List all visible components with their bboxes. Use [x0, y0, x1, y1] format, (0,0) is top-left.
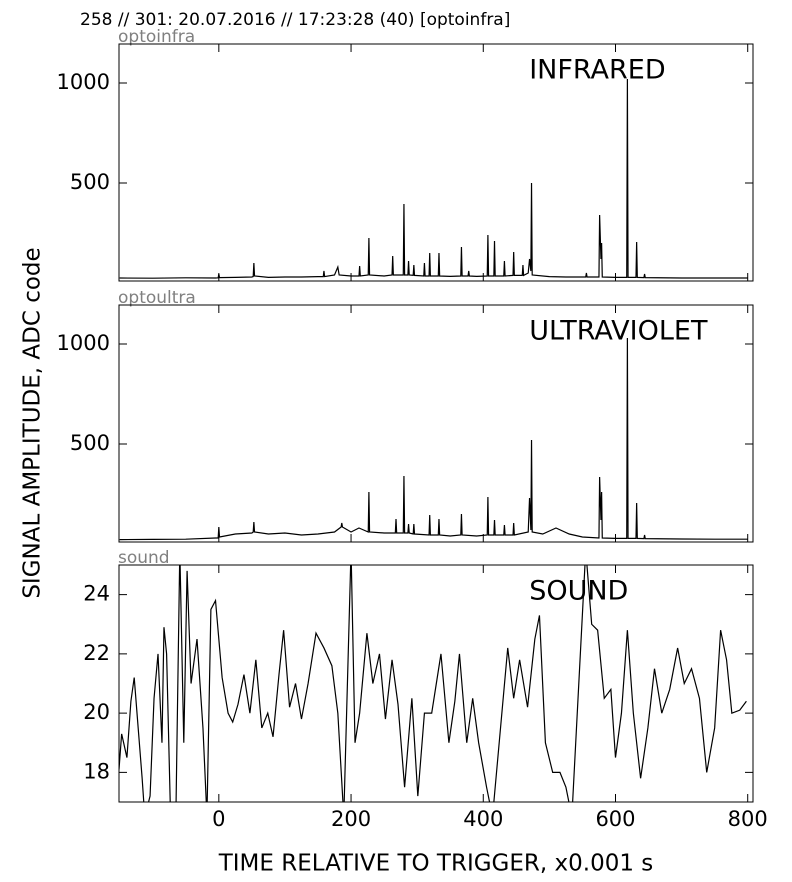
signal-line: [119, 78, 748, 279]
x-tick-label: 800: [728, 807, 768, 831]
panel-annotation: SOUND: [529, 576, 628, 607]
panel-annotation: ULTRAVIOLET: [529, 316, 708, 347]
signal-line: [119, 565, 747, 802]
plot-frame: [118, 304, 754, 543]
y-tick-label: 1000: [57, 70, 110, 94]
x-tick-label: 0: [212, 807, 225, 831]
y-tick-label: 24: [83, 582, 110, 606]
panel-label: optoultra: [118, 288, 196, 308]
panel-annotation: INFRARED: [529, 55, 665, 86]
figure-title: 258 // 301: 20.07.2016 // 17:23:28 (40) …: [80, 10, 510, 30]
panel-label: sound: [118, 548, 170, 568]
plot-frame: [118, 564, 754, 803]
y-tick-label: 500: [70, 170, 110, 194]
x-tick-label: 600: [595, 807, 635, 831]
x-tick-label: 400: [463, 807, 503, 831]
y-tick-label: 22: [83, 641, 110, 665]
y-tick-label: 20: [83, 700, 110, 724]
y-tick-label: 18: [83, 759, 110, 783]
y-axis-label: SIGNAL AMPLITUDE, ADC code: [20, 247, 46, 598]
y-tick-label: 500: [70, 431, 110, 455]
y-tick-label: 1000: [57, 331, 110, 355]
plot-frame: [118, 43, 754, 282]
x-axis-label: TIME RELATIVE TO TRIGGER, x0.001 s: [218, 851, 654, 877]
panel-label: optoinfra: [118, 27, 195, 47]
signal-line: [119, 337, 748, 541]
x-tick-label: 200: [331, 807, 371, 831]
